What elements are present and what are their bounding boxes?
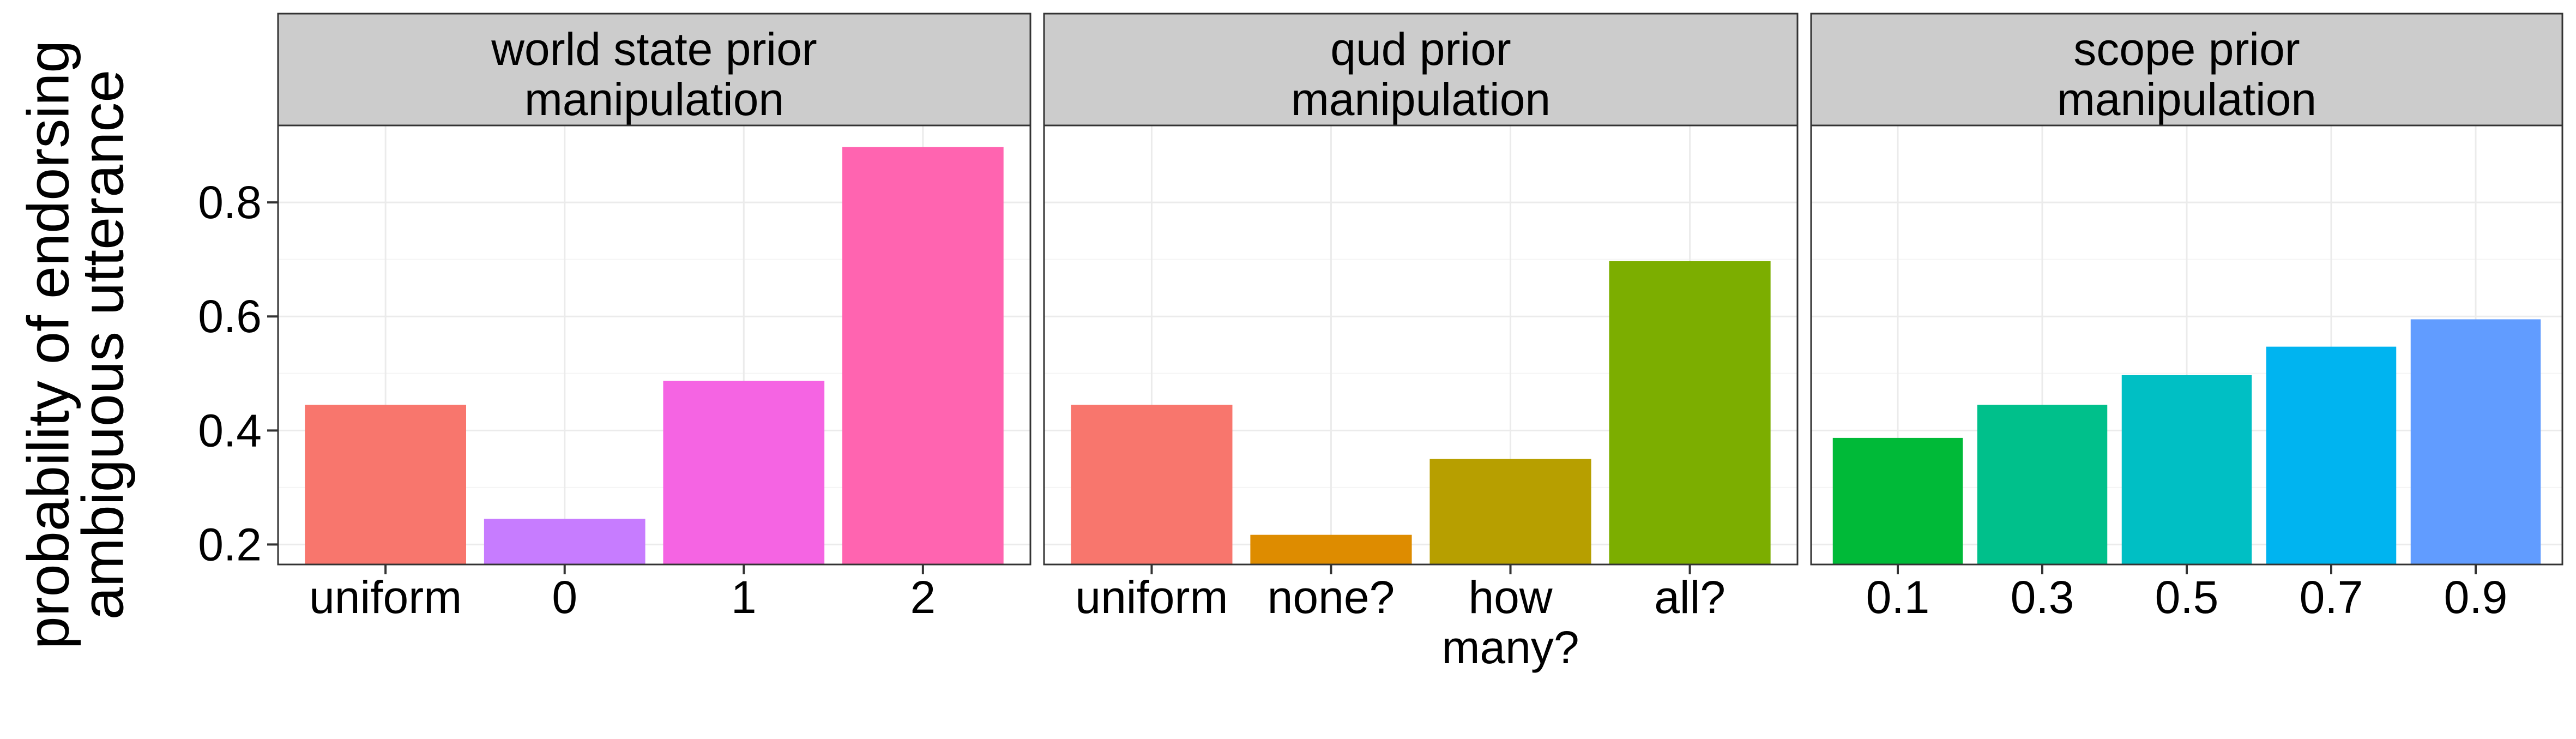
bar (1609, 261, 1771, 564)
bar (305, 405, 466, 564)
facet-strip (1043, 13, 1799, 127)
facet-strip (1810, 13, 2563, 127)
bar (2266, 346, 2397, 564)
x-tick-label: all? (1654, 572, 1726, 623)
x-tick-label: 2 (910, 572, 936, 623)
bar (484, 519, 645, 564)
bar (663, 381, 825, 564)
x-tick-label: 0.3 (2011, 572, 2074, 623)
x-tick-label: uniform (309, 572, 462, 623)
y-tick-label: 0.4 (198, 405, 262, 456)
panel-border (1043, 124, 1799, 566)
x-tick-label: 0.5 (2155, 572, 2219, 623)
facet-title-line: world state prior (491, 23, 817, 75)
x-tick-label: how (1468, 572, 1552, 623)
facet-title-line: manipulation (524, 74, 784, 125)
bar (2121, 375, 2252, 564)
bar (842, 147, 1004, 564)
bar (1071, 405, 1233, 564)
x-tick-label: 1 (731, 572, 757, 623)
bar (1977, 405, 2108, 564)
x-tick-label: 0.1 (1866, 572, 1930, 623)
bar (1250, 534, 1412, 564)
facet-title-line: scope prior (2073, 23, 2300, 75)
x-tick-label: 0 (552, 572, 577, 623)
x-tick-label: uniform (1075, 572, 1228, 623)
facet-title-line: manipulation (2057, 74, 2316, 125)
x-tick-label: many? (1441, 622, 1579, 673)
y-axis-title-line: probability of endorsing (15, 40, 81, 650)
y-tick-label: 0.2 (198, 519, 262, 570)
facet-title-line: qud prior (1330, 23, 1511, 75)
x-tick-label: 0.7 (2300, 572, 2363, 623)
bar (1832, 437, 1963, 564)
y-tick-label: 0.8 (198, 177, 262, 228)
bar (1429, 459, 1591, 564)
y-tick-label: 0.6 (198, 291, 262, 342)
facet-title-line: manipulation (1291, 74, 1551, 125)
x-tick-label: 0.9 (2444, 572, 2508, 623)
x-tick-label: none? (1268, 572, 1395, 623)
bar (2410, 319, 2541, 564)
panel-border (277, 124, 1031, 566)
y-axis-title-line: ambiguous utterance (70, 70, 136, 620)
